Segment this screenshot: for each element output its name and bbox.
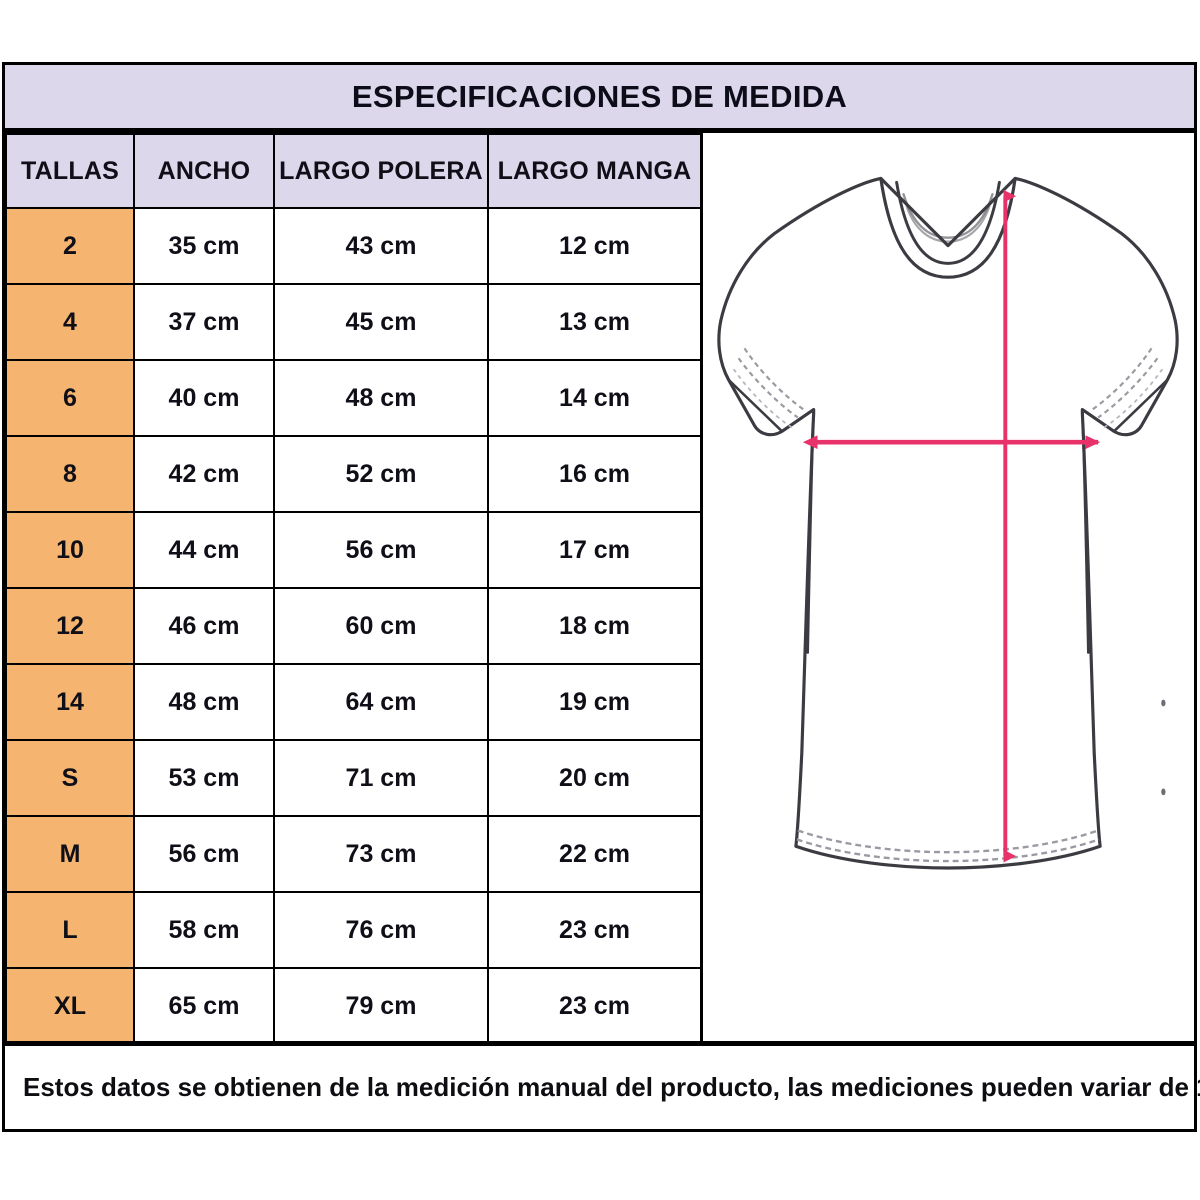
table-row: 14 48 cm 64 cm 19 cm bbox=[5, 663, 702, 741]
cell-ancho: 56 cm bbox=[133, 815, 275, 893]
column-header-tallas: TALLAS bbox=[5, 133, 135, 209]
column-header-largo-manga: LARGO MANGA bbox=[487, 133, 702, 209]
cell-largo-polera: 73 cm bbox=[273, 815, 489, 893]
table-row: 6 40 cm 48 cm 14 cm bbox=[5, 359, 702, 437]
table-row: 2 35 cm 43 cm 12 cm bbox=[5, 207, 702, 285]
measurement-arrows bbox=[802, 189, 1101, 863]
table-row: S 53 cm 71 cm 20 cm bbox=[5, 739, 702, 817]
cell-largo-manga: 20 cm bbox=[487, 739, 702, 817]
cell-talla: 12 bbox=[5, 587, 135, 665]
cell-largo-polera: 52 cm bbox=[273, 435, 489, 513]
scan-artifacts bbox=[1161, 699, 1166, 796]
table-row: L 58 cm 76 cm 23 cm bbox=[5, 891, 702, 969]
measurements-table: TALLAS ANCHO LARGO POLERA LARGO MANGA 2 … bbox=[5, 133, 702, 1121]
shoulder-seams bbox=[806, 412, 1090, 654]
cell-talla: 14 bbox=[5, 663, 135, 741]
cell-talla: XL bbox=[5, 967, 135, 1045]
cell-largo-polera: 43 cm bbox=[273, 207, 489, 285]
cell-talla: 4 bbox=[5, 283, 135, 361]
cell-largo-manga: 17 cm bbox=[487, 511, 702, 589]
table-header-row: TALLAS ANCHO LARGO POLERA LARGO MANGA bbox=[5, 133, 702, 209]
table-row: XL 65 cm 79 cm 23 cm bbox=[5, 967, 702, 1045]
table-row: 8 42 cm 52 cm 16 cm bbox=[5, 435, 702, 513]
cell-largo-manga: 23 cm bbox=[487, 967, 702, 1045]
cell-largo-manga: 16 cm bbox=[487, 435, 702, 513]
disclaimer-row: Estos datos se obtienen de la medición m… bbox=[5, 1041, 1200, 1129]
chart-title-banner: ESPECIFICACIONES DE MEDIDA bbox=[5, 65, 1194, 133]
tshirt-diagram-svg bbox=[717, 176, 1179, 870]
cell-largo-polera: 45 cm bbox=[273, 283, 489, 361]
cell-largo-polera: 64 cm bbox=[273, 663, 489, 741]
cell-largo-polera: 48 cm bbox=[273, 359, 489, 437]
size-chart-frame: ESPECIFICACIONES DE MEDIDA TALLAS ANCHO … bbox=[2, 62, 1200, 1132]
cell-largo-polera: 71 cm bbox=[273, 739, 489, 817]
table-row: 10 44 cm 56 cm 17 cm bbox=[5, 511, 702, 589]
cell-largo-manga: 12 cm bbox=[487, 207, 702, 285]
cell-ancho: 65 cm bbox=[133, 967, 275, 1045]
cell-largo-manga: 14 cm bbox=[487, 359, 702, 437]
cell-largo-polera: 56 cm bbox=[273, 511, 489, 589]
chart-body: TALLAS ANCHO LARGO POLERA LARGO MANGA 2 … bbox=[5, 133, 1194, 1129]
cell-ancho: 58 cm bbox=[133, 891, 275, 969]
disclaimer-text: Estos datos se obtienen de la medición m… bbox=[23, 1072, 1200, 1102]
cell-ancho: 42 cm bbox=[133, 435, 275, 513]
right-sleeve-hem bbox=[1091, 347, 1169, 433]
left-sleeve-hem bbox=[727, 347, 805, 433]
cell-largo-manga: 23 cm bbox=[487, 891, 702, 969]
cell-largo-manga: 18 cm bbox=[487, 587, 702, 665]
column-header-ancho: ANCHO bbox=[133, 133, 275, 209]
page-title: ESPECIFICACIONES DE MEDIDA bbox=[351, 78, 848, 114]
cell-largo-polera: 76 cm bbox=[273, 891, 489, 969]
tshirt-outline bbox=[717, 176, 1179, 870]
garment-diagram-panel bbox=[700, 133, 1194, 1109]
cell-largo-manga: 13 cm bbox=[487, 283, 702, 361]
cell-ancho: 35 cm bbox=[133, 207, 275, 285]
table-row: 4 37 cm 45 cm 13 cm bbox=[5, 283, 702, 361]
cell-largo-manga: 22 cm bbox=[487, 815, 702, 893]
cell-ancho: 53 cm bbox=[133, 739, 275, 817]
cell-talla: 8 bbox=[5, 435, 135, 513]
cell-ancho: 46 cm bbox=[133, 587, 275, 665]
cell-talla: 10 bbox=[5, 511, 135, 589]
cell-talla: M bbox=[5, 815, 135, 893]
cell-ancho: 40 cm bbox=[133, 359, 275, 437]
cell-largo-manga: 19 cm bbox=[487, 663, 702, 741]
cell-talla: L bbox=[5, 891, 135, 969]
cell-ancho: 48 cm bbox=[133, 663, 275, 741]
column-header-largo-polera: LARGO POLERA bbox=[273, 133, 489, 209]
bottom-hem bbox=[796, 829, 1100, 863]
cell-largo-polera: 79 cm bbox=[273, 967, 489, 1045]
cell-talla: 6 bbox=[5, 359, 135, 437]
cell-ancho: 44 cm bbox=[133, 511, 275, 589]
table-row: M 56 cm 73 cm 22 cm bbox=[5, 815, 702, 893]
cell-talla: S bbox=[5, 739, 135, 817]
cell-talla: 2 bbox=[5, 207, 135, 285]
cell-largo-polera: 60 cm bbox=[273, 587, 489, 665]
cell-ancho: 37 cm bbox=[133, 283, 275, 361]
collar-icon bbox=[879, 176, 1017, 279]
table-row: 12 46 cm 60 cm 18 cm bbox=[5, 587, 702, 665]
